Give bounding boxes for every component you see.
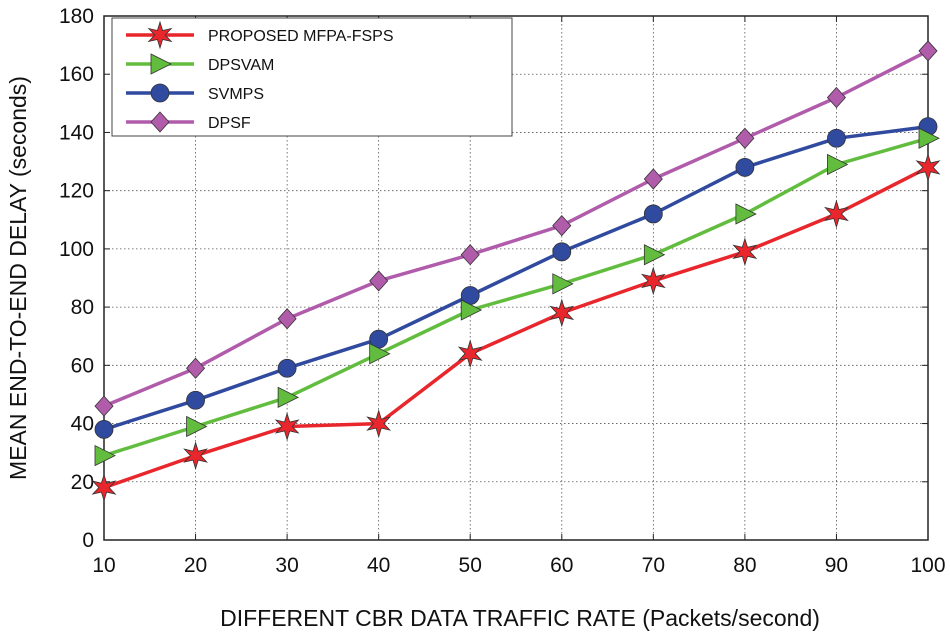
series-svmps [94, 117, 938, 439]
x-tick-label: 60 [550, 554, 573, 577]
series-line [103, 136, 929, 458]
x-axis-label: DIFFERENT CBR DATA TRAFFIC RATE (Packets… [220, 605, 820, 631]
y-tick-label: 80 [71, 296, 94, 319]
triangle-marker [552, 273, 574, 295]
circle-marker [150, 83, 170, 103]
y-tick-label: 60 [71, 354, 94, 377]
star-marker [147, 20, 173, 50]
triangle-marker [643, 244, 666, 266]
series-dpsvam [94, 127, 940, 467]
star-marker [274, 412, 300, 441]
circle-marker [277, 358, 297, 378]
star-marker [915, 153, 941, 182]
triangle-marker [277, 386, 300, 409]
circle-marker [186, 390, 205, 410]
circle-marker [827, 128, 846, 148]
x-tick-label: 30 [275, 554, 298, 577]
star-marker [91, 473, 117, 502]
triangle-marker [186, 415, 208, 438]
legend-label: DPSF [208, 115, 251, 132]
circle-marker [735, 157, 755, 177]
diamond-marker [369, 270, 389, 292]
grid-lines [104, 16, 928, 540]
legend-box [111, 17, 513, 137]
diamond-marker [735, 127, 755, 149]
legend-item: DPSF [126, 111, 251, 133]
star-marker [183, 441, 208, 470]
star-marker [549, 298, 575, 328]
x-tick-label: 80 [733, 554, 756, 577]
series-line [103, 124, 929, 432]
triangle-marker [150, 53, 172, 75]
star-marker [457, 339, 483, 369]
triangle-marker [918, 127, 940, 149]
y-tick-label: 40 [71, 413, 94, 436]
plot-area-frame [103, 15, 929, 541]
legend-item: SVMPS [126, 83, 264, 103]
y-tick-label: 120 [59, 180, 94, 203]
y-axis-ticks: 0 20 40 60 80 100 120 140 160 180 [59, 5, 928, 552]
series-dpsf [94, 40, 938, 417]
star-marker [640, 266, 666, 296]
star-marker [824, 199, 849, 229]
diamond-marker [552, 215, 572, 237]
y-tick-label: 20 [71, 471, 94, 494]
diamond-marker [643, 168, 663, 190]
legend: PROPOSED MFPA-FSPS DPSVAM SVMPS DPSF [111, 17, 513, 137]
legend-item: PROPOSED MFPA-FSPS [126, 20, 394, 50]
triangle-marker [94, 444, 116, 467]
x-tick-label: 100 [910, 554, 945, 577]
y-tick-label: 100 [59, 238, 94, 261]
x-tick-label: 10 [92, 554, 115, 577]
circle-marker [552, 242, 572, 262]
x-tick-label: 70 [642, 554, 665, 577]
triangle-marker [460, 299, 483, 321]
x-tick-label: 40 [367, 554, 390, 577]
x-tick-label: 20 [184, 554, 207, 577]
data-series [91, 40, 941, 502]
legend-label: PROPOSED MFPA-FSPS [208, 28, 394, 45]
series-proposed-mfpa-fsps [91, 153, 941, 502]
triangle-marker [735, 203, 757, 225]
y-tick-label: 0 [82, 529, 94, 552]
diamond-marker [150, 111, 170, 133]
diamond-marker [186, 357, 206, 379]
x-tick-label: 90 [825, 554, 848, 577]
diamond-marker [826, 86, 846, 109]
star-marker [732, 237, 758, 267]
circle-marker [643, 204, 663, 224]
series-line [103, 49, 929, 408]
y-tick-label: 160 [59, 63, 94, 86]
circle-marker [94, 419, 114, 439]
diamond-marker [277, 308, 297, 330]
y-tick-label: 140 [59, 121, 94, 144]
diamond-marker [460, 244, 480, 266]
x-axis-ticks: 10 20 30 40 50 60 70 80 90 100 [92, 16, 946, 577]
legend-label: DPSVAM [208, 57, 274, 74]
x-tick-label: 50 [459, 554, 482, 577]
triangle-marker [827, 153, 849, 176]
series-line [103, 165, 929, 490]
star-marker [366, 409, 392, 438]
legend-label: SVMPS [208, 86, 264, 103]
y-tick-label: 180 [59, 5, 94, 28]
legend-item: DPSVAM [126, 53, 274, 75]
diamond-marker [918, 40, 938, 62]
diamond-marker [94, 395, 114, 417]
triangle-marker [369, 343, 391, 365]
y-axis-label: MEAN END-TO-END DELAY (seconds) [5, 76, 31, 480]
